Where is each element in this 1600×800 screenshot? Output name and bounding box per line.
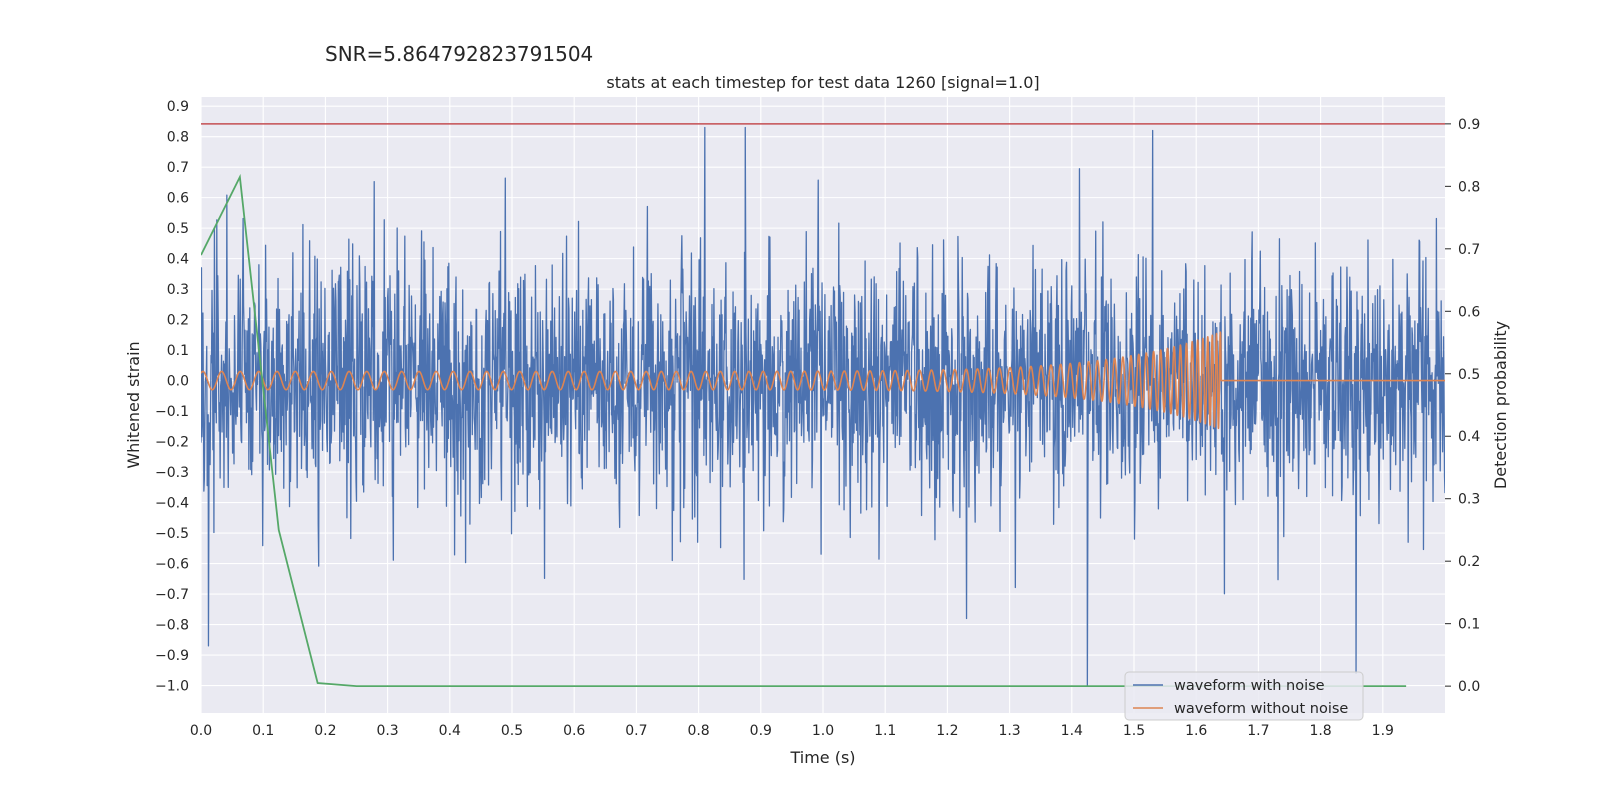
legend-label-noisy: waveform with noise	[1174, 678, 1325, 694]
y-tick-label: 0.9	[167, 99, 189, 115]
y-tick-label: 0.3	[167, 282, 189, 298]
y-tick-label: −0.6	[155, 557, 189, 573]
x-tick-label: 0.2	[314, 723, 336, 739]
y2-axis-label: Detection probability	[1491, 321, 1510, 489]
y-tick-label: 0.0	[167, 374, 189, 390]
y2-tick-labels: 0.9 0.8 0.7 0.6 0.5 0.4 0.3 0.2 0.1 0.0	[1445, 117, 1480, 695]
y-tick-label: 0.7	[167, 160, 189, 176]
series-detection-probability	[201, 173, 1407, 688]
x-tick-label: 1.4	[1061, 723, 1083, 739]
x-tick-label: 1.5	[1123, 723, 1145, 739]
y2-tick-label: 0.7	[1458, 242, 1480, 258]
x-tick-label: 0.3	[376, 723, 398, 739]
y-tick-label: 0.6	[167, 191, 189, 207]
x-tick-label: 1.9	[1372, 723, 1394, 739]
y2-tick-label: 0.1	[1458, 617, 1480, 633]
y2-tick-label: 0.8	[1458, 179, 1480, 195]
y-tick-label: −0.2	[155, 435, 189, 451]
x-tick-label: 1.3	[998, 723, 1020, 739]
snr-title: SNR=5.864792823791504	[325, 42, 593, 66]
x-tick-label: 1.7	[1247, 723, 1269, 739]
y2-tick-label: 0.0	[1458, 679, 1480, 695]
y-tick-label: −0.3	[155, 465, 189, 481]
y-tick-label: −0.7	[155, 587, 189, 603]
y2-tick-label: 0.5	[1458, 367, 1480, 383]
legend-label-clean: waveform without noise	[1174, 701, 1348, 717]
x-tick-label: 0.6	[563, 723, 585, 739]
x-tick-label: 0.1	[252, 723, 274, 739]
x-tick-label: 1.8	[1309, 723, 1331, 739]
x-tick-label: 0.8	[687, 723, 709, 739]
legend-box	[1124, 671, 1364, 721]
y2-tick-label: 0.3	[1458, 492, 1480, 508]
x-tick-label: 0.0	[190, 723, 212, 739]
x-tick-label: 0.9	[750, 723, 772, 739]
x-tick-labels: 0.0 0.1 0.2 0.3 0.4 0.5 0.6 0.7 0.8 0.9 1.0 1.1 1.2 1…	[190, 723, 1394, 739]
y2-tick-label: 0.9	[1458, 117, 1480, 133]
y-axis-label: Whitened strain	[124, 341, 143, 468]
y-tick-label: −1.0	[155, 679, 189, 695]
x-tick-label: 1.1	[874, 723, 896, 739]
y-tick-label: −0.1	[155, 404, 189, 420]
x-tick-label: 0.4	[439, 723, 461, 739]
y-tick-label: 0.1	[167, 343, 189, 359]
y-tick-label: −0.5	[155, 526, 189, 542]
x-tick-label: 0.7	[625, 723, 647, 739]
y-tick-label: −0.9	[155, 648, 189, 664]
y-tick-label: 0.5	[167, 221, 189, 237]
y2-tick-label: 0.2	[1458, 554, 1480, 570]
legend: waveform with noise waveform without noi…	[1124, 671, 1364, 721]
y-tick-label: 0.4	[167, 252, 189, 268]
x-tick-label: 1.6	[1185, 723, 1207, 739]
y-tick-label: −0.4	[155, 496, 189, 512]
series-waveform-without-noise	[201, 331, 1445, 430]
x-tick-label: 0.5	[501, 723, 523, 739]
y-tick-label: −0.8	[155, 618, 189, 634]
x-tick-label: 1.2	[936, 723, 958, 739]
x-axis-label: Time (s)	[789, 748, 855, 767]
series-waveform-with-noise	[201, 126, 1445, 687]
y-tick-label: 0.8	[167, 130, 189, 146]
y2-tick-label: 0.4	[1458, 429, 1480, 445]
series-layer	[201, 123, 1445, 688]
y2-tick-label: 0.6	[1458, 304, 1480, 320]
y-tick-label: 0.2	[167, 313, 189, 329]
y-tick-labels: 0.9 0.8 0.7 0.6 0.5 0.4 0.3 0.2 0.1 0.0 −0.1 −0.2 −0…	[155, 99, 189, 694]
x-tick-label: 1.0	[812, 723, 834, 739]
chart-title: stats at each timestep for test data 126…	[606, 73, 1039, 92]
